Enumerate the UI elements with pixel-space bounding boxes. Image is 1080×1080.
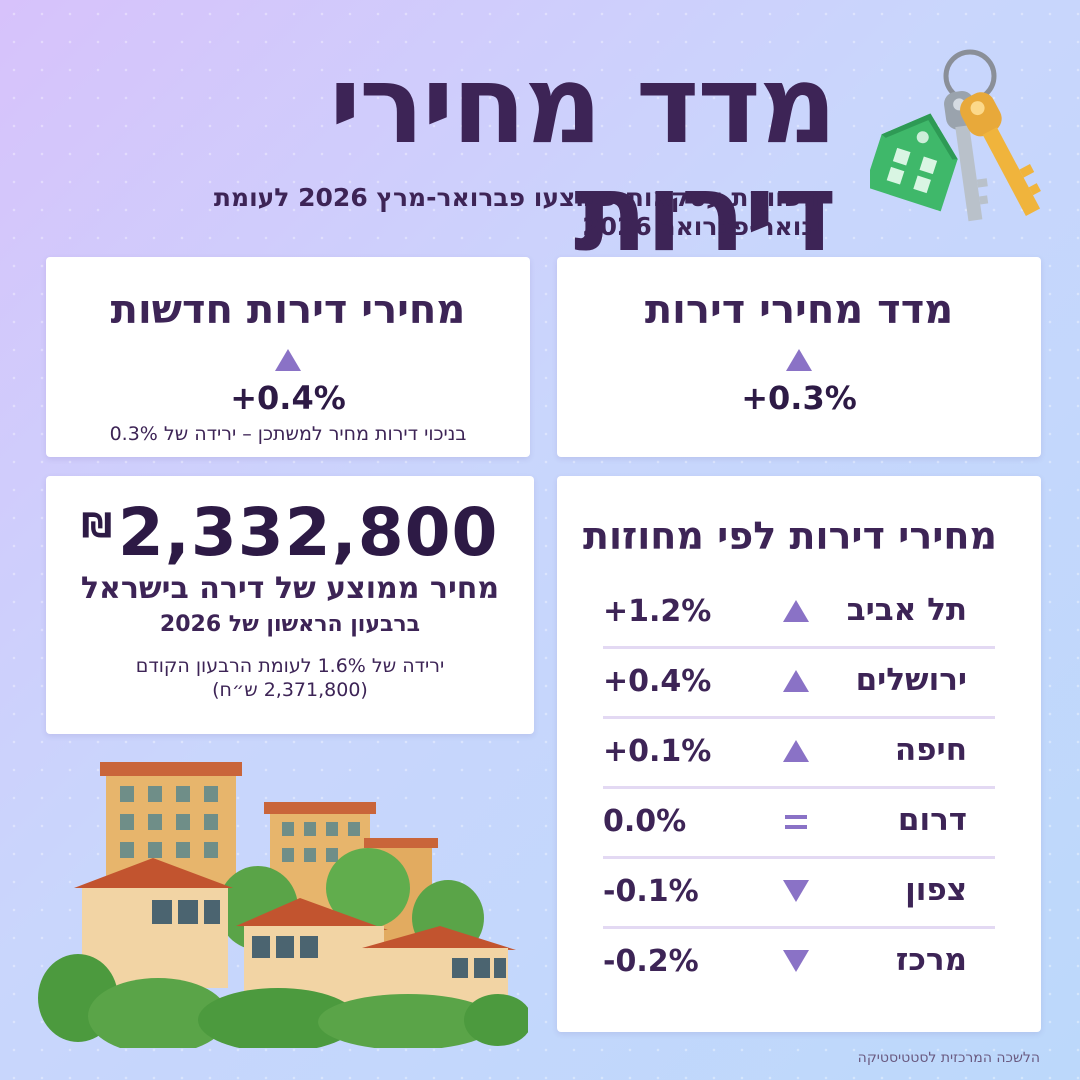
up-triangle-icon <box>275 349 301 371</box>
up-triangle-icon <box>786 349 812 371</box>
new-apartments-card: מחירי דירות חדשות +0.4% בניכוי דירות מחי… <box>46 257 530 457</box>
down-triangle-icon <box>783 880 809 902</box>
district-name: דרום <box>897 802 967 838</box>
keys-illustration <box>870 49 1041 222</box>
district-row: תל אביב +1.2% <box>603 576 995 649</box>
down-triangle-icon <box>783 950 809 972</box>
district-name: חיפה <box>894 732 967 768</box>
average-price-card: ₪ 2,332,800 מחיר ממוצע של דירה בישראל בר… <box>46 476 534 734</box>
index-card-title: מדד מחירי דירות <box>644 287 954 333</box>
district-change: +1.2% <box>603 594 712 629</box>
up-triangle-icon <box>783 670 809 692</box>
average-price-note-1: ירידה של 1.6% לעומת הרבעון הקודם <box>135 655 445 677</box>
shekel-symbol: ₪ <box>81 506 113 546</box>
districts-title: מחירי דירות לפי מחוזות <box>583 514 997 558</box>
average-price-label: מחיר ממוצע של דירה בישראל <box>80 571 500 606</box>
district-name: צפון <box>905 872 967 908</box>
district-row: מרכז -0.2% <box>603 926 995 996</box>
new-apartments-title: מחירי דירות חדשות <box>110 287 466 333</box>
source-credit: הלשכה המרכזית לסטטיסטיקה <box>857 1050 1040 1066</box>
district-row: ירושלים +0.4% <box>603 646 995 719</box>
districts-card: מחירי דירות לפי מחוזות תל אביב +1.2% ירו… <box>557 476 1041 1032</box>
index-change: +0.3% <box>741 379 857 417</box>
average-price-value: 2,332,800 <box>117 494 499 571</box>
district-row: צפון -0.1% <box>603 856 995 929</box>
new-apartments-note: בניכוי דירות מחיר למשתכן – ירידה של 0.3% <box>109 423 467 445</box>
average-price-note-2: (2,371,800 ש״ח) <box>212 679 368 701</box>
average-price: ₪ 2,332,800 <box>46 494 534 571</box>
average-price-period: ברבעון הראשון של 2026 <box>159 612 421 637</box>
index-card: מדד מחירי דירות +0.3% <box>557 257 1041 457</box>
district-row: חיפה +0.1% <box>603 716 995 789</box>
district-name: תל אביב <box>846 592 967 628</box>
district-name: מרכז <box>895 942 967 978</box>
district-change: +0.1% <box>603 734 712 769</box>
page-subtitle: השוואת עסקאות שבוצעו פברואר-מרץ 2026 לעו… <box>213 183 820 241</box>
buildings-illustration <box>38 762 528 1048</box>
page-title: מדד מחירי דירות <box>329 43 837 276</box>
equal-icon <box>785 815 807 829</box>
up-triangle-icon <box>783 740 809 762</box>
district-row: דרום 0.0% <box>603 786 995 859</box>
new-apartments-change: +0.4% <box>230 379 346 417</box>
district-change: 0.0% <box>603 804 687 839</box>
district-name: ירושלים <box>855 662 967 698</box>
district-change: -0.1% <box>603 874 699 909</box>
up-triangle-icon <box>783 600 809 622</box>
district-change: -0.2% <box>603 944 699 979</box>
district-change: +0.4% <box>603 664 712 699</box>
